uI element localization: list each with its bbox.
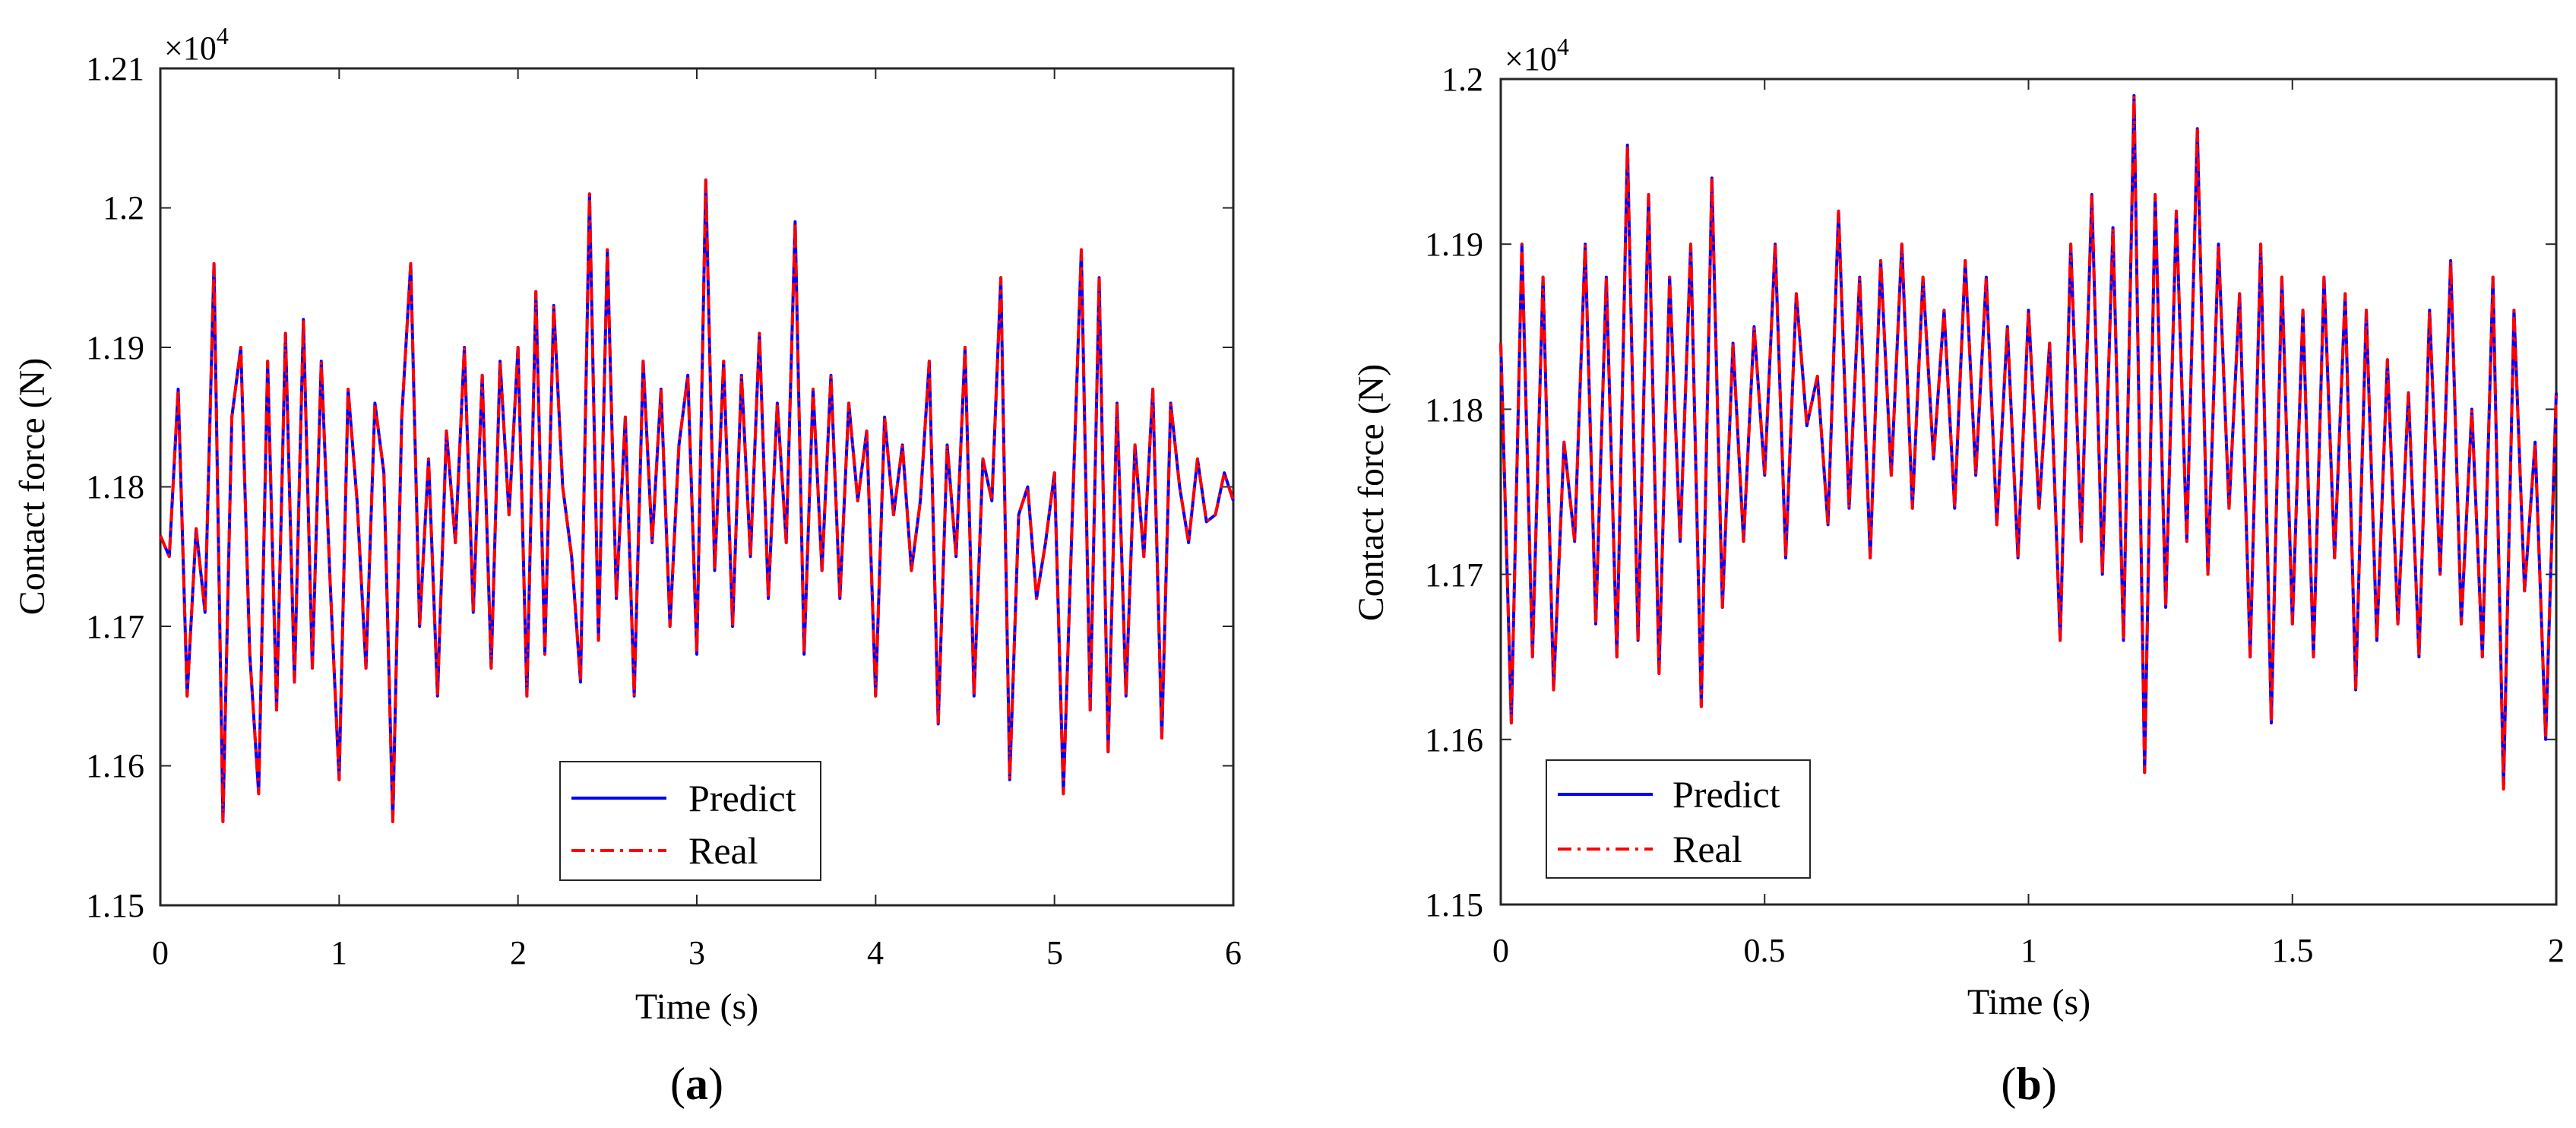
exponent-label-b: ×104	[1505, 33, 1569, 78]
xtick-label: 1.5	[2272, 932, 2314, 969]
legend-a: Predict Real	[559, 761, 821, 881]
legend-label-real: Real	[1673, 828, 1742, 870]
ytick-label: 1.19	[86, 329, 144, 366]
subfigure-label-a: (a)	[670, 1059, 723, 1109]
ytick-label: 1.19	[1425, 226, 1483, 263]
series-group-b	[1499, 93, 2558, 791]
xtick-label: 6	[1225, 934, 1242, 971]
xtick-label: 4	[867, 934, 884, 971]
xtick-label: 2	[510, 934, 527, 971]
exponent-label-a: ×104	[164, 22, 229, 67]
legend-label-predict: Predict	[688, 777, 796, 819]
tick-marks-a	[160, 68, 1234, 906]
xtick-label: 0.5	[1744, 932, 1786, 969]
series-line-predict-b	[1499, 93, 2558, 791]
ytick-label: 1.18	[1425, 391, 1483, 429]
chart-panel-b: 1.15 1.16 1.17 1.18 1.19 1.2 0 0.5 1 1.5…	[1351, 33, 2565, 1109]
legend-label-real: Real	[688, 829, 758, 872]
xtick-label: 2	[2548, 932, 2565, 969]
ytick-label: 1.17	[1425, 556, 1483, 594]
ytick-label: 1.15	[1425, 886, 1483, 924]
legend-box	[1546, 759, 1811, 879]
chart-panel-a: 1.15 1.16 1.17 1.18 1.19 1.2 1.21 0 1 2 …	[12, 22, 1242, 1109]
x-axis-label-a: Time (s)	[635, 987, 758, 1027]
subfigure-label-b: (b)	[2001, 1059, 2056, 1109]
xtick-label: 0	[152, 934, 169, 971]
legend-b: Predict Real	[1546, 759, 1811, 879]
ytick-label: 1.16	[86, 747, 144, 784]
ytick-label: 1.2	[1441, 61, 1483, 98]
ytick-label: 1.15	[86, 887, 144, 924]
x-axis-label-b: Time (s)	[1967, 982, 2090, 1022]
ytick-label: 1.16	[1425, 721, 1483, 759]
ytick-label: 1.21	[86, 50, 144, 87]
ytick-label: 1.17	[86, 608, 144, 645]
xtick-label: 3	[688, 934, 705, 971]
y-axis-label-b: Contact force (N)	[1351, 364, 1391, 622]
legend-label-predict: Predict	[1673, 773, 1780, 816]
ytick-label: 1.2	[103, 189, 144, 227]
xtick-label: 1	[2021, 932, 2037, 969]
legend-box	[559, 761, 821, 881]
series-line-real-a	[159, 178, 1235, 823]
ytick-label: 1.18	[86, 468, 144, 505]
xtick-label: 1	[331, 934, 347, 971]
xtick-label: 5	[1046, 934, 1063, 971]
xtick-label: 0	[1492, 932, 1509, 969]
series-group-a	[159, 178, 1235, 823]
y-axis-label-a: Contact force (N)	[12, 358, 52, 616]
